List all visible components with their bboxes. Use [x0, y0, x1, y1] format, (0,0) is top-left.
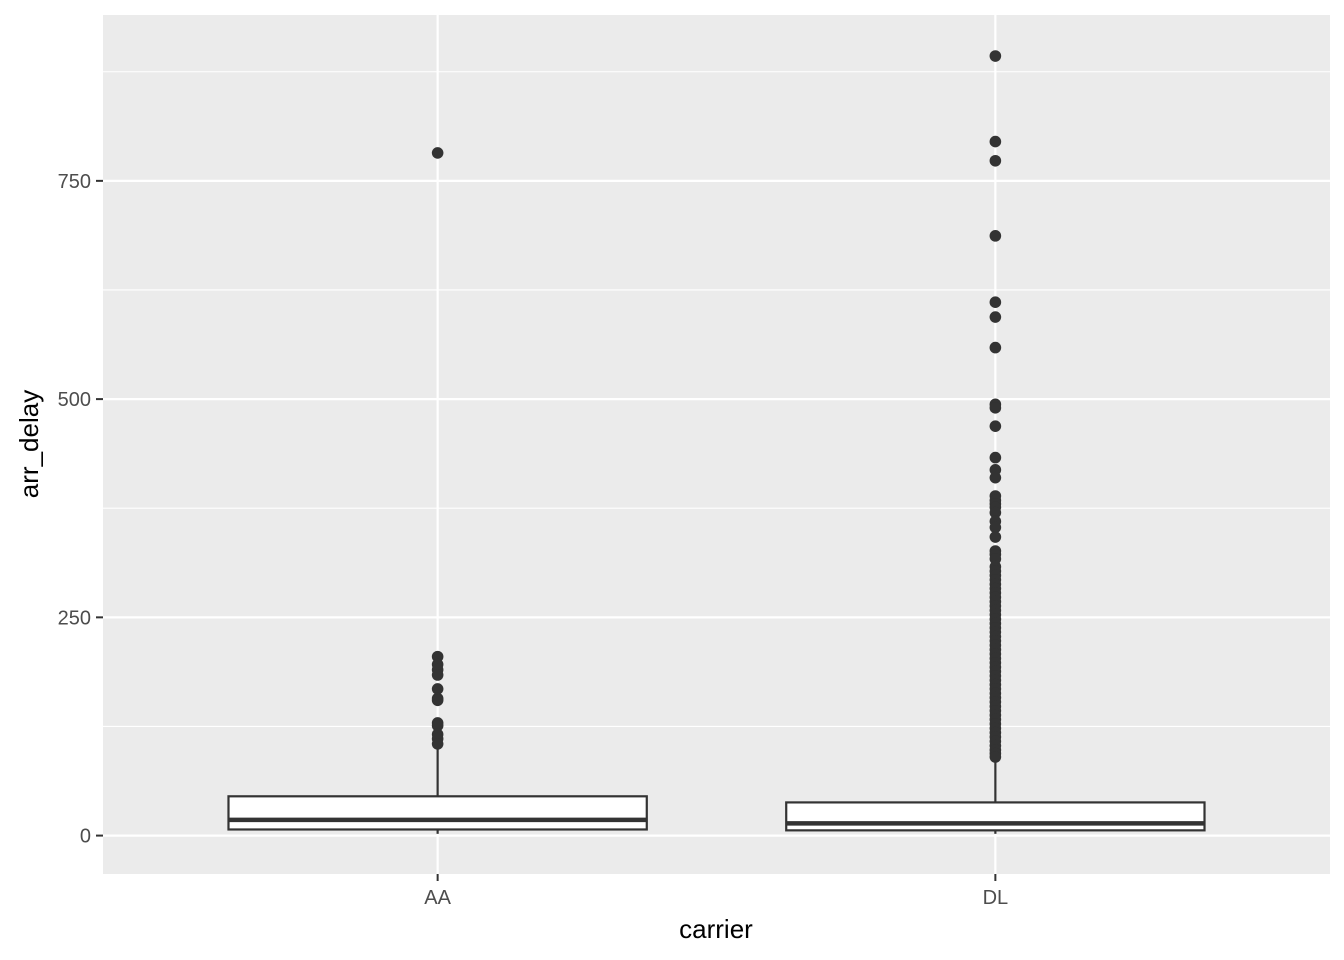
outlier-point — [989, 154, 1002, 167]
outlier-point — [431, 147, 444, 159]
outlier-point — [989, 50, 1002, 62]
y-tick-label: 0 — [80, 826, 91, 848]
outlier-point — [989, 135, 1002, 148]
box-dl — [785, 50, 1206, 834]
outlier-point — [989, 451, 1002, 464]
outlier-point — [989, 230, 1002, 242]
y-tick-label: 750 — [58, 171, 91, 193]
outlier-point — [431, 719, 444, 732]
x-tick-label: AA — [424, 887, 451, 909]
outlier-point — [989, 420, 1002, 432]
x-axis: AA DL — [424, 874, 1008, 909]
outlier-point — [989, 521, 1002, 534]
outlier-point — [989, 531, 1002, 543]
outlier-point — [989, 311, 1002, 323]
x-tick-label: DL — [983, 887, 1009, 909]
y-axis: 0 250 500 750 — [58, 171, 103, 848]
outlier-point — [431, 683, 444, 695]
box-aa — [227, 147, 648, 834]
iqr-box — [227, 795, 648, 831]
y-tick-label: 500 — [58, 389, 91, 411]
y-axis-title: arr_delay — [14, 390, 44, 498]
minor-gridlines — [103, 71, 1330, 728]
outlier-point — [431, 738, 444, 750]
outlier-point — [989, 751, 1002, 763]
outlier-point — [431, 669, 444, 681]
outlier-point — [989, 296, 1002, 309]
outlier-point — [989, 341, 1002, 354]
iqr-box — [785, 801, 1206, 832]
outlier-point — [989, 402, 1002, 414]
x-axis-title: carrier — [679, 914, 753, 944]
outlier-point — [989, 506, 1002, 519]
outlier-point — [431, 694, 444, 707]
plot-panel — [103, 15, 1330, 874]
box-series — [227, 50, 1206, 834]
outlier-point — [989, 471, 1002, 484]
y-tick-label: 250 — [58, 607, 91, 629]
